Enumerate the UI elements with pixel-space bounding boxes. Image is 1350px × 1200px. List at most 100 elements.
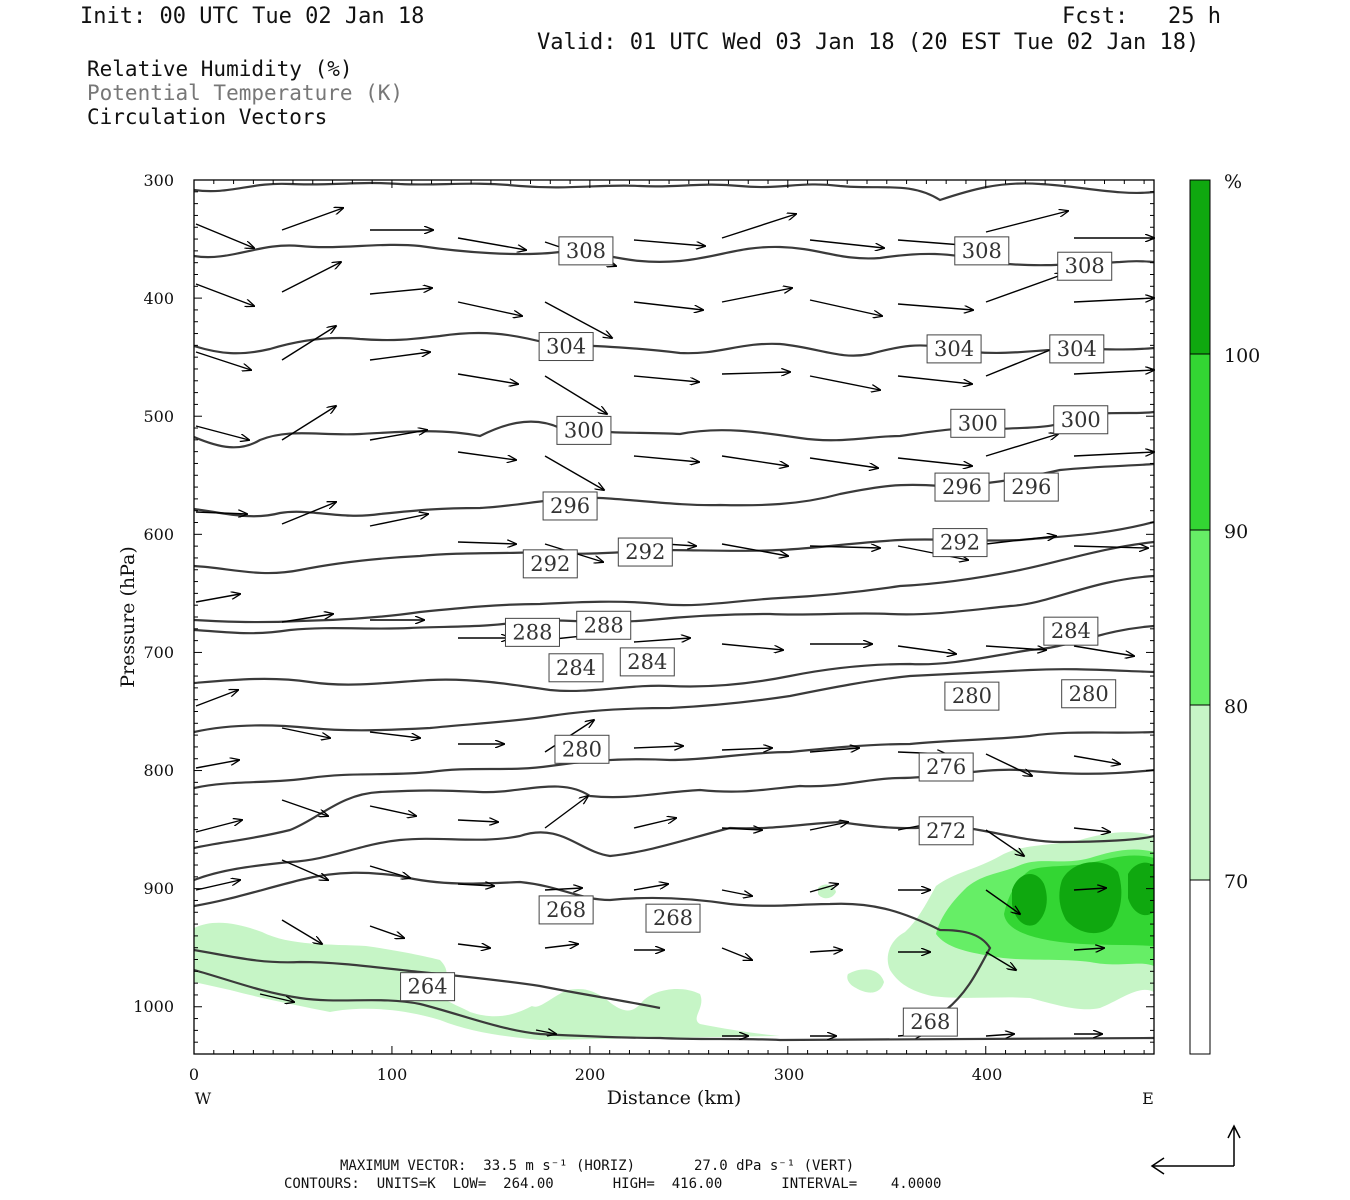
contour-label: 304 xyxy=(538,332,594,362)
vector xyxy=(809,239,884,248)
y-tick-label: 300 xyxy=(143,171,174,190)
vector xyxy=(457,451,516,460)
contour-label: 288 xyxy=(504,617,560,647)
vector xyxy=(633,455,699,462)
contour-label: 308 xyxy=(954,236,1010,266)
vector xyxy=(721,543,788,556)
vector xyxy=(721,643,783,650)
vector xyxy=(721,288,792,303)
vector xyxy=(721,372,790,374)
contour-label-text: 272 xyxy=(926,819,966,843)
vector xyxy=(985,346,1060,377)
theta-contour xyxy=(194,540,1154,624)
contour-label: 268 xyxy=(645,903,701,933)
contour-label: 300 xyxy=(556,415,612,445)
vector xyxy=(985,274,1064,303)
vector xyxy=(897,303,973,310)
vector xyxy=(809,748,859,752)
contour-label: 268 xyxy=(902,1007,958,1037)
contour-label: 292 xyxy=(522,549,578,579)
vector xyxy=(809,457,878,468)
vector xyxy=(544,301,612,338)
contour-label: 280 xyxy=(944,681,1000,711)
contour-label-text: 304 xyxy=(546,335,586,359)
vector xyxy=(535,1030,556,1034)
minor-ticks xyxy=(193,179,1154,1055)
contour-label: 304 xyxy=(1049,334,1105,364)
vector xyxy=(281,799,328,816)
vector xyxy=(1073,755,1120,764)
contour-label-text: 288 xyxy=(512,620,552,644)
contour-label: 304 xyxy=(926,334,982,364)
legend-theta: Potential Temperature (K) xyxy=(87,81,404,105)
x-tick-label: 200 xyxy=(575,1065,606,1084)
colorbar-label: 100 xyxy=(1224,345,1260,367)
y-tick-label: 500 xyxy=(143,407,174,426)
vector xyxy=(1073,645,1134,656)
contour-label: 296 xyxy=(1003,472,1059,502)
vector xyxy=(195,223,254,248)
contour-label-text: 300 xyxy=(564,418,604,442)
theta-contour xyxy=(194,668,1154,734)
vector xyxy=(369,925,404,938)
vector xyxy=(281,502,336,525)
theta-contours xyxy=(194,181,1154,1042)
contour-label: 292 xyxy=(617,537,673,567)
vector xyxy=(195,351,251,370)
vector xyxy=(544,375,607,414)
vector xyxy=(281,727,330,738)
vector xyxy=(195,594,240,603)
contour-label-text: 276 xyxy=(926,755,966,779)
colorbar-seg-80 xyxy=(1189,529,1211,706)
theta-contour xyxy=(194,181,1154,202)
contour-label-text: 296 xyxy=(1011,475,1051,499)
contour-label: 276 xyxy=(918,752,974,782)
vector xyxy=(633,884,668,891)
legend-rh: Relative Humidity (%) xyxy=(87,57,353,81)
vector xyxy=(1073,546,1148,548)
contour-label-text: 268 xyxy=(653,906,693,930)
theta-contour xyxy=(194,462,1154,518)
vector xyxy=(985,536,1056,545)
max-vector-note: MAXIMUM VECTOR: 33.5 m s⁻¹ (HORIZ) 27.0 … xyxy=(340,1158,855,1174)
contour-label-text: 292 xyxy=(530,552,570,576)
vector xyxy=(809,299,882,316)
contour-label-text: 308 xyxy=(1065,254,1105,278)
contour-label-text: 264 xyxy=(408,975,448,999)
theta-contour xyxy=(194,948,661,1010)
vector xyxy=(195,283,254,306)
contour-label-text: 284 xyxy=(627,650,667,674)
vector xyxy=(457,373,518,384)
vector xyxy=(985,951,1016,970)
vector xyxy=(369,430,427,441)
forecast-hour: Fcst: 25 h xyxy=(1062,4,1221,29)
y-tick-label: 800 xyxy=(143,761,174,780)
valid-time: Valid: 01 UTC Wed 03 Jan 18 (20 EST Tue … xyxy=(537,30,1200,55)
vector xyxy=(281,262,341,293)
contour-label-text: 288 xyxy=(584,613,624,637)
y-tick-label: 700 xyxy=(143,643,174,662)
vector xyxy=(1073,828,1110,832)
contour-label: 288 xyxy=(576,610,632,640)
vector xyxy=(281,406,336,441)
vector xyxy=(985,753,1032,776)
vector xyxy=(369,288,432,295)
theta-contour xyxy=(194,574,1154,635)
theta-contour xyxy=(194,820,1154,882)
y-axis-label: Pressure (hPa) xyxy=(117,546,139,688)
east-label: E xyxy=(1142,1089,1154,1108)
theta-contour xyxy=(194,624,1154,693)
colorbar-seg-90 xyxy=(1189,353,1211,531)
contour-label: 296 xyxy=(934,472,990,502)
contour-label-text: 304 xyxy=(1057,337,1097,361)
vector xyxy=(633,239,705,246)
west-label: W xyxy=(195,1089,212,1108)
contour-note: CONTOURS: UNITS=K LOW= 264.00 HIGH= 416.… xyxy=(284,1176,942,1192)
vector xyxy=(195,880,240,891)
theta-contour xyxy=(194,520,1154,575)
vector xyxy=(259,993,294,1002)
x-tick-label: 0 xyxy=(189,1065,199,1084)
contour-labels: 308 308 308 304 304 304 300 300 300 296 296 296 292 2… xyxy=(400,236,1117,1037)
vector xyxy=(281,208,343,231)
